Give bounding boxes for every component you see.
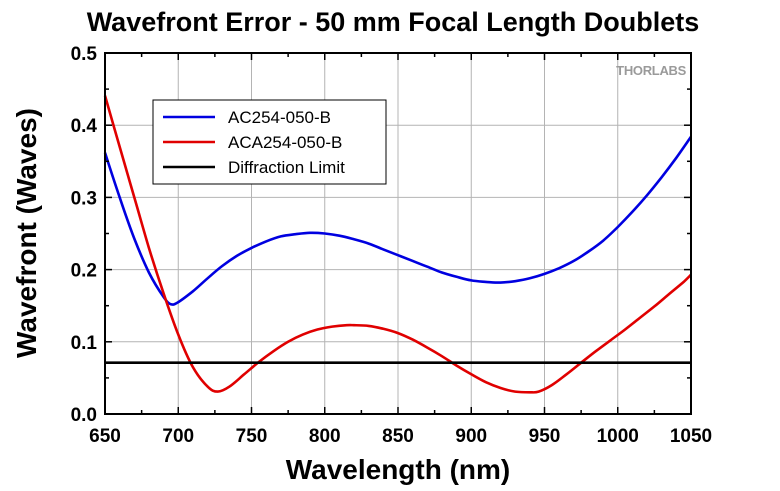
y-tick-label: 0.3 bbox=[71, 188, 97, 209]
x-tick-label: 750 bbox=[236, 426, 268, 447]
x-tick-label: 850 bbox=[382, 426, 414, 447]
x-tick-label: 1000 bbox=[597, 426, 639, 447]
legend: AC254-050-B ACA254-050-B Diffraction Limit bbox=[152, 99, 387, 185]
legend-label-aca254-050-b: ACA254-050-B bbox=[228, 133, 342, 152]
x-tick-label: 1050 bbox=[670, 426, 712, 447]
tick-layer: 650 700 750 800 850 900 950 1000 1050 0.0 0.1 0.2 0.… bbox=[71, 44, 713, 447]
y-axis-label: Wavefront (Waves) bbox=[11, 108, 42, 358]
y-tick-label: 0.0 bbox=[71, 405, 97, 426]
y-tick-label: 0.5 bbox=[71, 44, 98, 65]
thorlabs-watermark: THORLABS bbox=[616, 63, 686, 78]
x-tick-label: 950 bbox=[529, 426, 561, 447]
series-layer bbox=[103, 95, 693, 394]
y-tick-label: 0.2 bbox=[71, 261, 97, 282]
chart-title: Wavefront Error - 50 mm Focal Length Dou… bbox=[87, 7, 700, 37]
x-tick-label: 700 bbox=[162, 426, 194, 447]
x-tick-label: 650 bbox=[89, 426, 121, 447]
x-tick-label: 800 bbox=[309, 426, 341, 447]
series-line-ac254-050-b bbox=[103, 136, 693, 306]
series-line-aca254-050-b bbox=[103, 95, 692, 394]
y-tick-label: 0.1 bbox=[71, 333, 98, 354]
legend-label-diffraction-limit: Diffraction Limit bbox=[228, 158, 345, 177]
y-tick-label: 0.4 bbox=[71, 116, 98, 137]
legend-label-ac254-050-b: AC254-050-B bbox=[228, 108, 331, 127]
x-tick-label: 900 bbox=[455, 426, 487, 447]
x-axis-label: Wavelength (nm) bbox=[286, 454, 511, 485]
